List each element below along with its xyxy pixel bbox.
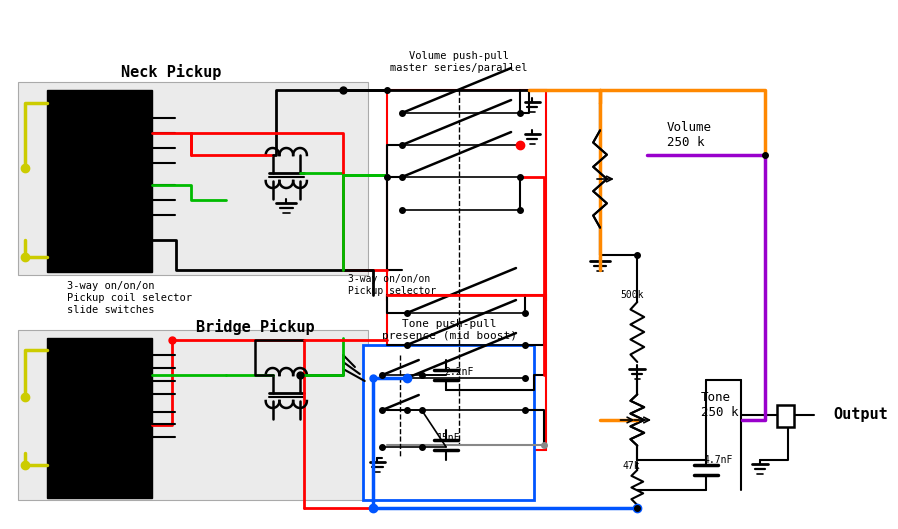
- Text: Output: Output: [833, 407, 888, 423]
- Bar: [777, 405, 794, 427]
- Text: 3-way on/on/on
Pickup coil selector
slide switches: 3-way on/on/on Pickup coil selector slid…: [66, 281, 191, 315]
- Bar: [363, 345, 534, 500]
- Text: Volume
250 k: Volume 250 k: [666, 121, 712, 149]
- Bar: [387, 90, 546, 300]
- Bar: [387, 295, 546, 450]
- Text: 2.2nF: 2.2nF: [445, 367, 473, 377]
- Text: 500k: 500k: [621, 290, 644, 300]
- Text: 3-way on/on/on
Pickup selector: 3-way on/on/on Pickup selector: [348, 274, 436, 296]
- Text: 4.7nF: 4.7nF: [704, 455, 734, 465]
- Text: Tone push-pull
presence (mid boost): Tone push-pull presence (mid boost): [382, 319, 516, 341]
- Bar: [47, 338, 152, 498]
- Text: Bridge Pickup: Bridge Pickup: [196, 319, 314, 335]
- Text: Volume push-pull
master series/parallel: Volume push-pull master series/parallel: [390, 51, 528, 73]
- Bar: [47, 90, 152, 272]
- Bar: [18, 330, 367, 500]
- Text: 47k: 47k: [622, 461, 640, 471]
- Bar: [18, 82, 367, 275]
- Text: Neck Pickup: Neck Pickup: [121, 64, 222, 80]
- Text: 15nF: 15nF: [437, 433, 461, 443]
- Text: Tone
250 k: Tone 250 k: [701, 391, 738, 419]
